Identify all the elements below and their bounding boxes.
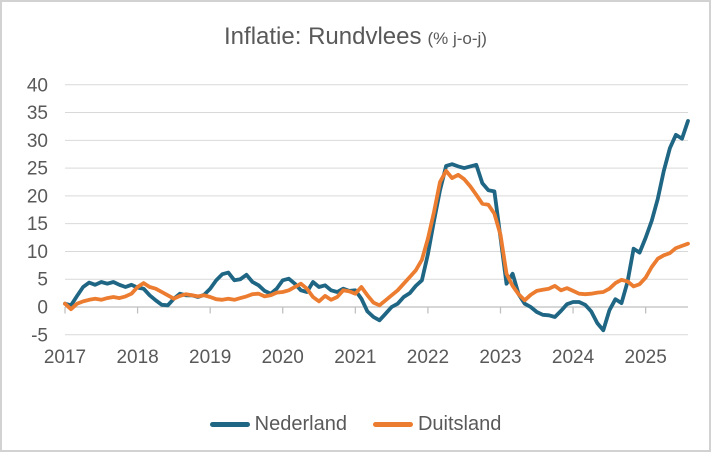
- x-axis-tick-label: 2021: [334, 347, 376, 368]
- y-axis-tick-label: 25: [27, 159, 48, 180]
- x-axis-tick-label: 2020: [262, 347, 304, 368]
- legend-item-nederland: Nederland: [209, 413, 347, 436]
- legend: Nederland Duitsland: [2, 413, 709, 436]
- x-axis-labels: 2017 2018 2019 2020 2021 2022 2023 2024 2025: [44, 347, 667, 368]
- x-axis-tick-label: 2024: [552, 347, 595, 368]
- y-axis-tick-label: 40: [27, 75, 48, 96]
- gridlines: [65, 84, 688, 336]
- x-axis-tick-label: 2019: [189, 347, 231, 368]
- duitsland-line-swatch-icon: [372, 422, 413, 427]
- chart-title-main: Inflatie: Rundvlees: [224, 23, 422, 50]
- legend-item-duitsland: Duitsland: [372, 413, 502, 436]
- legend-label-duitsland: Duitsland: [417, 413, 502, 435]
- x-axis-tick-label: 2025: [625, 347, 667, 368]
- chart-title-unit: (% j-o-j): [427, 29, 487, 48]
- y-axis-tick-label: 35: [27, 103, 48, 124]
- series-line-duitsland: [63, 168, 690, 312]
- x-axis-tick-label: 2023: [479, 347, 521, 368]
- nederland-line-swatch-icon: [209, 422, 250, 427]
- x-axis-tick-label: 2017: [44, 347, 86, 368]
- x-axis: [64, 306, 688, 314]
- y-axis-labels: 40 35 30 25 20 15 10 5 0 -5: [27, 75, 48, 346]
- y-axis-tick-label: 0: [37, 298, 48, 319]
- x-axis-tick-label: 2018: [116, 347, 158, 368]
- y-axis-tick-label: 10: [27, 242, 48, 263]
- legend-label-nederland: Nederland: [254, 413, 347, 435]
- x-axis-tick-label: 2022: [407, 347, 449, 368]
- y-axis-tick-label: 20: [27, 186, 48, 207]
- y-axis-tick-label: 30: [27, 131, 48, 152]
- y-axis-tick-label: -5: [31, 325, 48, 346]
- chart-title: Inflatie: Rundvlees (% j-o-j): [2, 22, 709, 55]
- y-axis-tick-label: 15: [27, 214, 48, 235]
- series-line-nederland: [63, 119, 690, 333]
- y-axis-tick-label: 5: [37, 270, 48, 291]
